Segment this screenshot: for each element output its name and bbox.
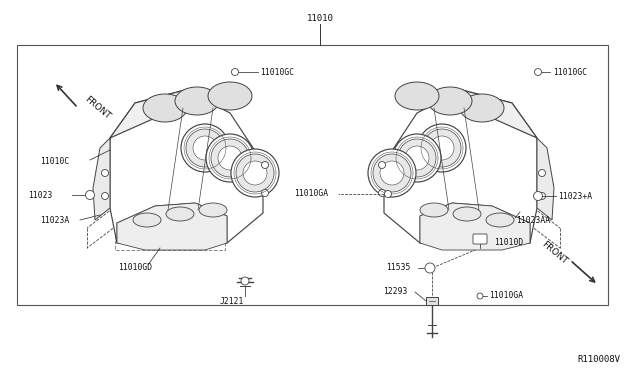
Text: FRONT: FRONT bbox=[83, 95, 112, 121]
Circle shape bbox=[193, 136, 217, 160]
Text: 11535: 11535 bbox=[386, 263, 410, 273]
Polygon shape bbox=[462, 90, 537, 138]
Circle shape bbox=[102, 170, 109, 176]
Circle shape bbox=[211, 139, 249, 177]
Circle shape bbox=[430, 136, 454, 160]
Text: 11010GD: 11010GD bbox=[118, 263, 152, 273]
Circle shape bbox=[393, 134, 441, 182]
Circle shape bbox=[262, 189, 269, 196]
Circle shape bbox=[538, 170, 545, 176]
Text: FRONT: FRONT bbox=[540, 240, 569, 266]
Text: J2121: J2121 bbox=[220, 298, 244, 307]
Circle shape bbox=[534, 68, 541, 76]
FancyBboxPatch shape bbox=[426, 297, 438, 305]
Circle shape bbox=[373, 154, 411, 192]
Text: 11023AA: 11023AA bbox=[516, 215, 550, 224]
Ellipse shape bbox=[133, 213, 161, 227]
Polygon shape bbox=[110, 90, 263, 243]
Text: R110008V: R110008V bbox=[577, 356, 620, 365]
Text: 11010GA: 11010GA bbox=[294, 189, 328, 198]
Circle shape bbox=[425, 263, 435, 273]
Circle shape bbox=[181, 124, 229, 172]
Ellipse shape bbox=[175, 87, 219, 115]
Text: 11023+A: 11023+A bbox=[558, 192, 592, 201]
Text: 11010D: 11010D bbox=[494, 237, 524, 247]
Circle shape bbox=[477, 293, 483, 299]
Text: 11010GC: 11010GC bbox=[553, 67, 587, 77]
Ellipse shape bbox=[395, 82, 439, 110]
Circle shape bbox=[206, 134, 254, 182]
Circle shape bbox=[243, 161, 267, 185]
Circle shape bbox=[418, 124, 466, 172]
Circle shape bbox=[231, 149, 279, 197]
Ellipse shape bbox=[199, 203, 227, 217]
Text: 11010C: 11010C bbox=[40, 157, 69, 166]
Polygon shape bbox=[117, 203, 227, 243]
Text: 11010: 11010 bbox=[307, 13, 333, 22]
Circle shape bbox=[405, 146, 429, 170]
Bar bbox=[17, 45, 608, 305]
Text: 12293: 12293 bbox=[383, 288, 408, 296]
Polygon shape bbox=[537, 138, 554, 220]
Circle shape bbox=[218, 146, 242, 170]
Text: 11010GC: 11010GC bbox=[260, 67, 294, 77]
Circle shape bbox=[368, 149, 416, 197]
Circle shape bbox=[232, 68, 239, 76]
Text: 11023: 11023 bbox=[28, 190, 52, 199]
Ellipse shape bbox=[420, 203, 448, 217]
Circle shape bbox=[378, 189, 385, 196]
Ellipse shape bbox=[208, 82, 252, 110]
Polygon shape bbox=[420, 203, 530, 243]
Ellipse shape bbox=[166, 207, 194, 221]
Circle shape bbox=[241, 277, 249, 285]
Ellipse shape bbox=[453, 207, 481, 221]
Circle shape bbox=[380, 161, 404, 185]
Circle shape bbox=[398, 139, 436, 177]
Circle shape bbox=[378, 161, 385, 169]
Circle shape bbox=[385, 190, 392, 198]
Polygon shape bbox=[384, 90, 537, 243]
Polygon shape bbox=[117, 203, 227, 250]
Circle shape bbox=[236, 154, 274, 192]
Polygon shape bbox=[110, 90, 185, 138]
Circle shape bbox=[534, 192, 543, 201]
Circle shape bbox=[102, 192, 109, 199]
Circle shape bbox=[186, 129, 224, 167]
FancyBboxPatch shape bbox=[473, 234, 487, 244]
Ellipse shape bbox=[143, 94, 187, 122]
Ellipse shape bbox=[486, 213, 514, 227]
Circle shape bbox=[538, 192, 545, 199]
Ellipse shape bbox=[460, 94, 504, 122]
Polygon shape bbox=[420, 203, 530, 250]
Text: 11010GA: 11010GA bbox=[489, 292, 523, 301]
Circle shape bbox=[262, 161, 269, 169]
Text: 11023A: 11023A bbox=[40, 215, 69, 224]
Ellipse shape bbox=[428, 87, 472, 115]
Circle shape bbox=[86, 190, 95, 199]
Polygon shape bbox=[93, 138, 110, 220]
Circle shape bbox=[423, 129, 461, 167]
